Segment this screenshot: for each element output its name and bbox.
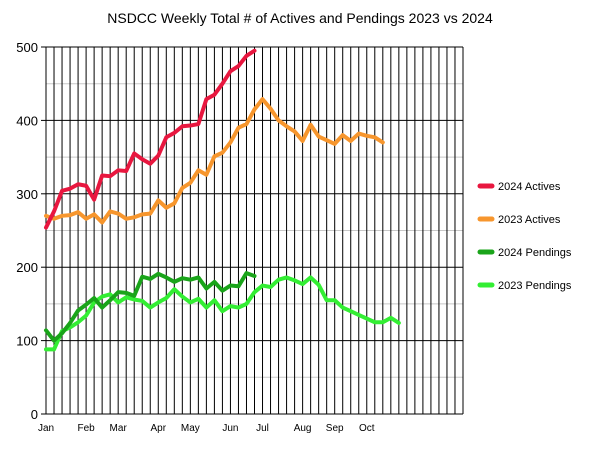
series-line-2023-pendings [44, 275, 401, 352]
legend-label: 2024 Actives [498, 181, 561, 193]
x-month-label: Apr [150, 423, 166, 434]
series-line-2024-pendings [44, 271, 257, 343]
x-month-label: Jun [222, 423, 238, 434]
y-tick-label: 500 [16, 40, 38, 55]
y-axis: 0 100 200 300 400 500 [16, 40, 46, 422]
x-month-label: Aug [294, 423, 312, 434]
y-tick-label: 300 [16, 187, 38, 202]
legend-label: 2024 Pendings [498, 247, 572, 259]
y-tick-label: 200 [16, 260, 38, 275]
x-axis: Jan Feb Mar Apr May Jun Jul Aug Sep Oct [38, 423, 375, 434]
x-month-label: Jul [256, 423, 269, 434]
grid-lines [45, 46, 464, 415]
x-month-label: Feb [77, 423, 95, 434]
legend-label: 2023 Actives [498, 214, 561, 226]
series-line-2023-actives [44, 97, 385, 225]
series-lines [44, 48, 401, 352]
x-month-label: May [181, 423, 200, 434]
y-tick-label: 100 [16, 334, 38, 349]
x-month-label: Oct [359, 423, 375, 434]
x-month-label: Jan [38, 423, 54, 434]
legend-label: 2023 Pendings [498, 280, 572, 292]
chart-title: NSDCC Weekly Total # of Actives and Pend… [107, 10, 493, 26]
x-month-label: Mar [110, 423, 128, 434]
y-tick-label: 400 [16, 113, 38, 128]
x-month-label: Sep [326, 423, 344, 434]
series-line-2024-actives [44, 48, 257, 230]
y-tick-label: 0 [31, 407, 38, 422]
legend: 2024 Actives 2023 Actives 2024 Pendings 202… [477, 181, 572, 292]
